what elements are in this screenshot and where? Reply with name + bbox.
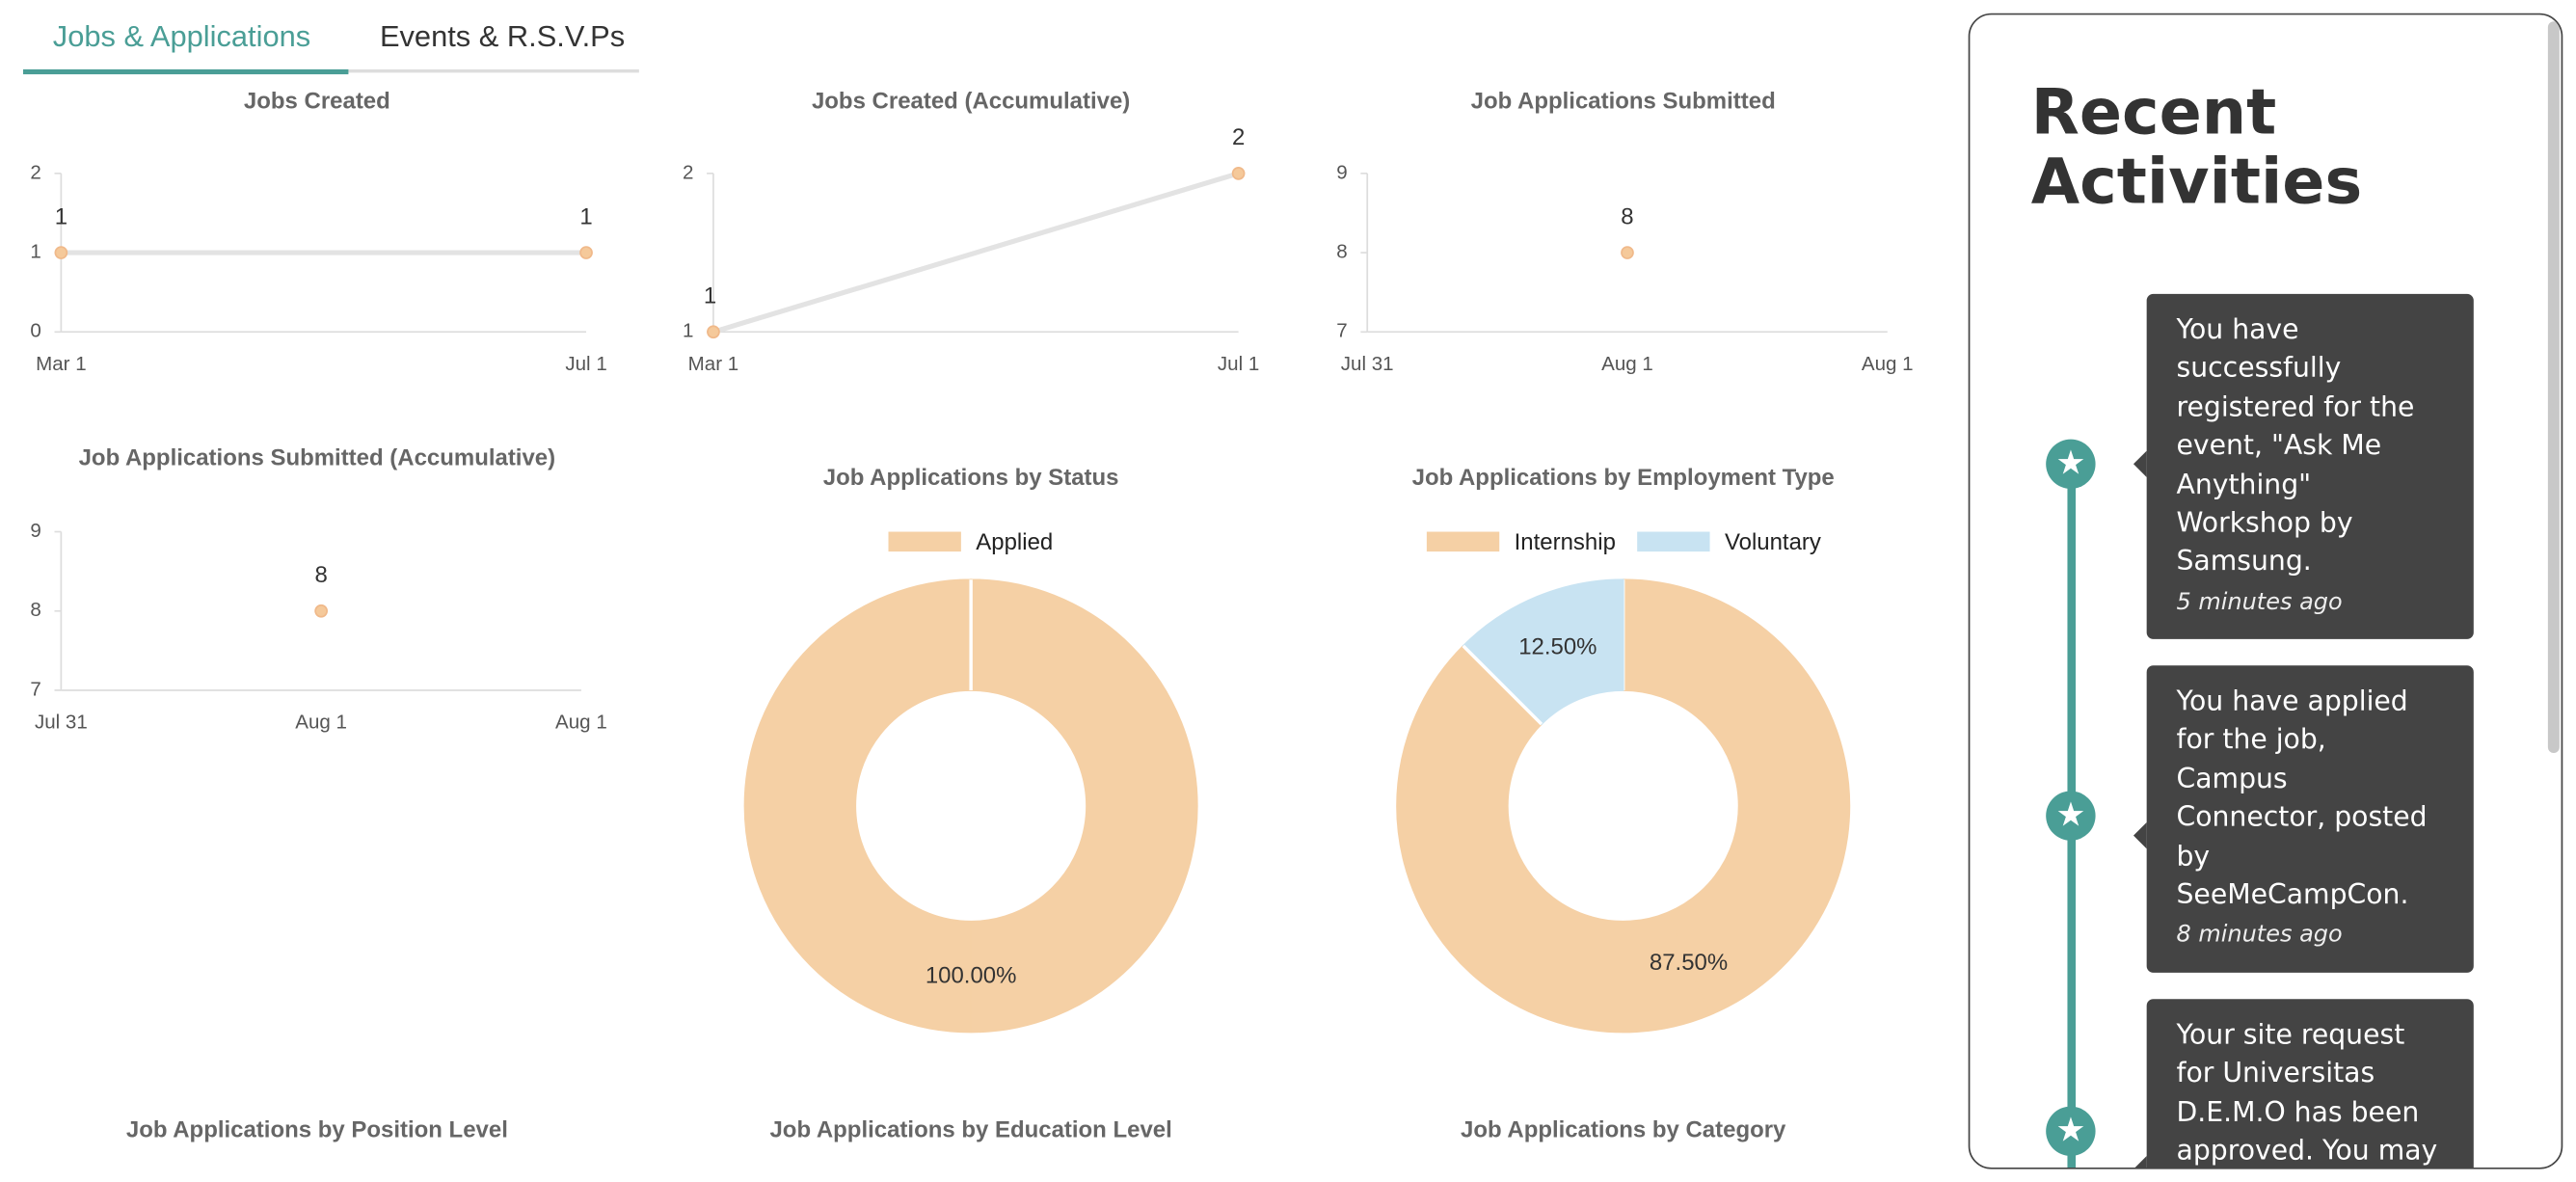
- legend-swatch: [1426, 531, 1500, 552]
- y-tick-label: 9: [30, 520, 40, 542]
- timeline-icon: ★: [2046, 791, 2096, 841]
- chart-title: Jobs Created (Accumulative): [812, 89, 1130, 115]
- x-tick-label: Aug 1: [555, 712, 607, 734]
- activity-time: 5 minutes ago: [2176, 589, 2343, 616]
- legend-label: Voluntary: [1725, 529, 1821, 555]
- point: [1231, 166, 1246, 180]
- chart-title: Job Applications Submitted (Accumulative…: [79, 444, 556, 470]
- timeline-icon: ★: [2046, 1106, 2096, 1156]
- x-tick-label: Aug 1: [295, 712, 347, 734]
- data-label: 87.50%: [1650, 950, 1728, 976]
- activity-card: You have successfully registered for the…: [2133, 293, 2474, 640]
- data-label: 2: [1232, 124, 1245, 150]
- donut-segment: [1396, 578, 1851, 1034]
- x-tick-label: Aug 1: [1862, 353, 1914, 375]
- legend-label: Applied: [976, 529, 1053, 555]
- y-tick-label: 9: [1336, 161, 1347, 183]
- x-tick-label: Jul 1: [1218, 353, 1259, 375]
- data-label: 12.50%: [1518, 633, 1597, 659]
- recent-activities: Recent Activities You have successfully …: [1968, 13, 2563, 1169]
- x-tick-label: Aug 1: [1601, 353, 1653, 375]
- data-label: 1: [55, 203, 67, 229]
- activity-time: 8 minutes ago: [2176, 922, 2343, 949]
- donut-segment: [1462, 578, 1624, 726]
- scrollbar[interactable]: [2547, 21, 2560, 754]
- y-tick-label: 1: [30, 240, 40, 262]
- x-tick-label: Mar 1: [36, 353, 87, 375]
- point: [707, 325, 720, 339]
- x-tick-label: Jul 31: [35, 712, 88, 734]
- x-tick-label: Jul 31: [1341, 353, 1394, 375]
- y-tick-label: 1: [683, 320, 693, 342]
- y-tick-label: 7: [30, 678, 40, 700]
- chart-title: Job Applications by Position Level: [126, 1117, 508, 1143]
- tab-indicator: [22, 68, 349, 75]
- segment-border: [1462, 644, 1543, 726]
- activity-text: You have applied for the job, Campus Con…: [2176, 685, 2428, 910]
- legend-swatch: [888, 531, 961, 552]
- chart-title: Jobs Created: [244, 89, 390, 115]
- tab[interactable]: Jobs & Applications: [52, 19, 311, 53]
- activity-card: You have applied for the job, Campus Con…: [2133, 665, 2474, 973]
- y-tick-label: 8: [1336, 240, 1347, 262]
- point: [54, 246, 68, 259]
- data-label: 1: [579, 203, 592, 229]
- y-tick-label: 8: [30, 599, 40, 621]
- chart-title: Job Applications by Employment Type: [1412, 465, 1835, 491]
- x-tick-label: Jul 1: [565, 353, 606, 375]
- chart-title: Job Applications by Category: [1461, 1117, 1786, 1143]
- y-tick-label: 0: [30, 320, 40, 342]
- activity-text: Your site request for Universitas D.E.M.…: [2176, 1018, 2438, 1167]
- chart-title: Job Applications by Education Level: [769, 1117, 1171, 1143]
- y-tick-label: 2: [683, 161, 693, 183]
- donut-segment: [743, 578, 1198, 1034]
- point: [314, 604, 328, 618]
- data-label: 8: [314, 562, 327, 588]
- y-tick-label: 2: [30, 161, 40, 183]
- data-label: 8: [1621, 203, 1633, 229]
- timeline-icon: ★: [2046, 439, 2096, 489]
- legend-label: Internship: [1515, 529, 1616, 555]
- x-tick-label: Mar 1: [688, 353, 739, 375]
- activity-text: You have successfully registered for the…: [2176, 313, 2415, 578]
- panel-title: Recent Activities: [2030, 75, 2363, 219]
- data-label: 1: [704, 283, 716, 309]
- data-label: 100.00%: [926, 962, 1017, 988]
- point: [1621, 246, 1634, 259]
- line: [712, 171, 1240, 335]
- tab[interactable]: Events & R.S.V.Ps: [379, 19, 626, 53]
- y-tick-label: 7: [1336, 320, 1347, 342]
- legend-swatch: [1637, 531, 1710, 552]
- chart-title: Job Applications Submitted: [1471, 89, 1776, 115]
- chart-title: Job Applications by Status: [823, 465, 1119, 491]
- activity-card: Your site request for Universitas D.E.M.…: [2133, 999, 2474, 1168]
- point: [579, 246, 593, 259]
